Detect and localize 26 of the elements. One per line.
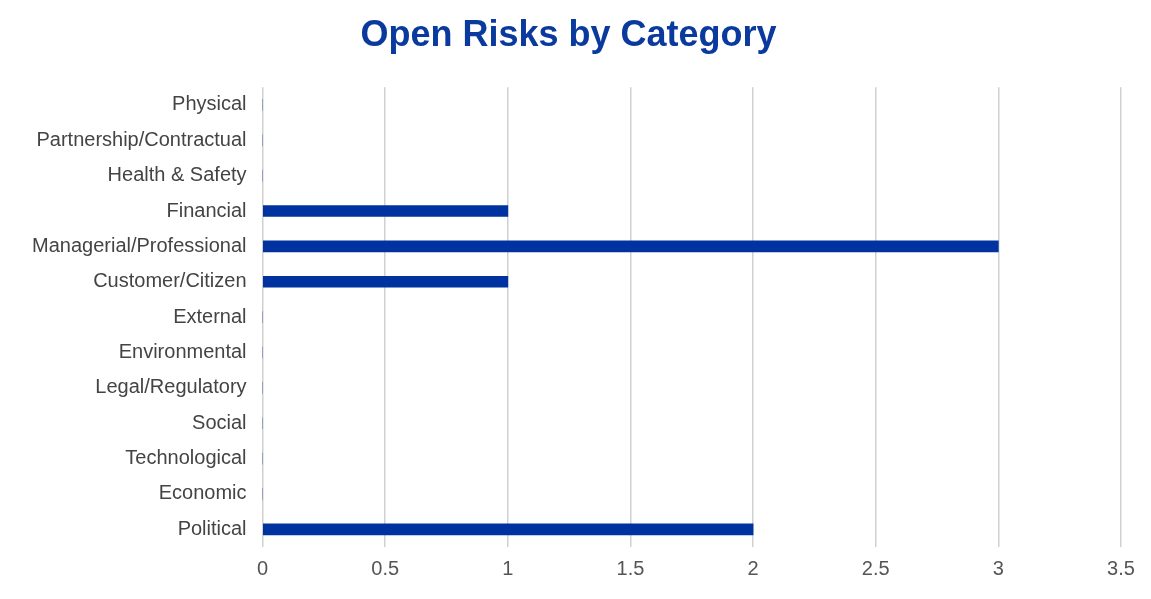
x-tick-label: 1.5 [616,556,645,579]
bar [262,205,509,217]
y-tick-label: Financial [166,198,247,221]
x-tick-label: 3 [992,556,1004,579]
y-tick-label: Political [177,516,247,539]
y-tick-label: Technological [125,446,247,469]
bar [262,523,754,536]
y-tick-label: Physical [172,92,247,115]
x-tick-label: 2.5 [861,556,890,579]
y-tick-label: Environmental [118,339,247,362]
x-tick-label: 1 [502,556,514,579]
bar [262,275,509,288]
y-tick-label: Partnership/Contractual [36,127,247,150]
y-tick-label: Customer/Citizen [93,269,247,292]
x-tick-label: 3.5 [1107,556,1135,579]
y-tick-label: Economic [158,481,247,504]
x-tick-label: 0 [257,556,269,579]
y-tick-label: Managerial/Professional [32,233,247,256]
y-tick-label: External [173,304,247,327]
bar [262,240,999,253]
x-tick-label: 2 [747,556,759,579]
y-tick-label: Legal/Regulatory [95,375,247,398]
x-tick-label: 0.5 [371,556,400,579]
y-tick-label: Health & Safety [107,163,247,186]
y-tick-label: Social [192,410,247,433]
chart-title: Open Risks by Category [360,12,777,54]
